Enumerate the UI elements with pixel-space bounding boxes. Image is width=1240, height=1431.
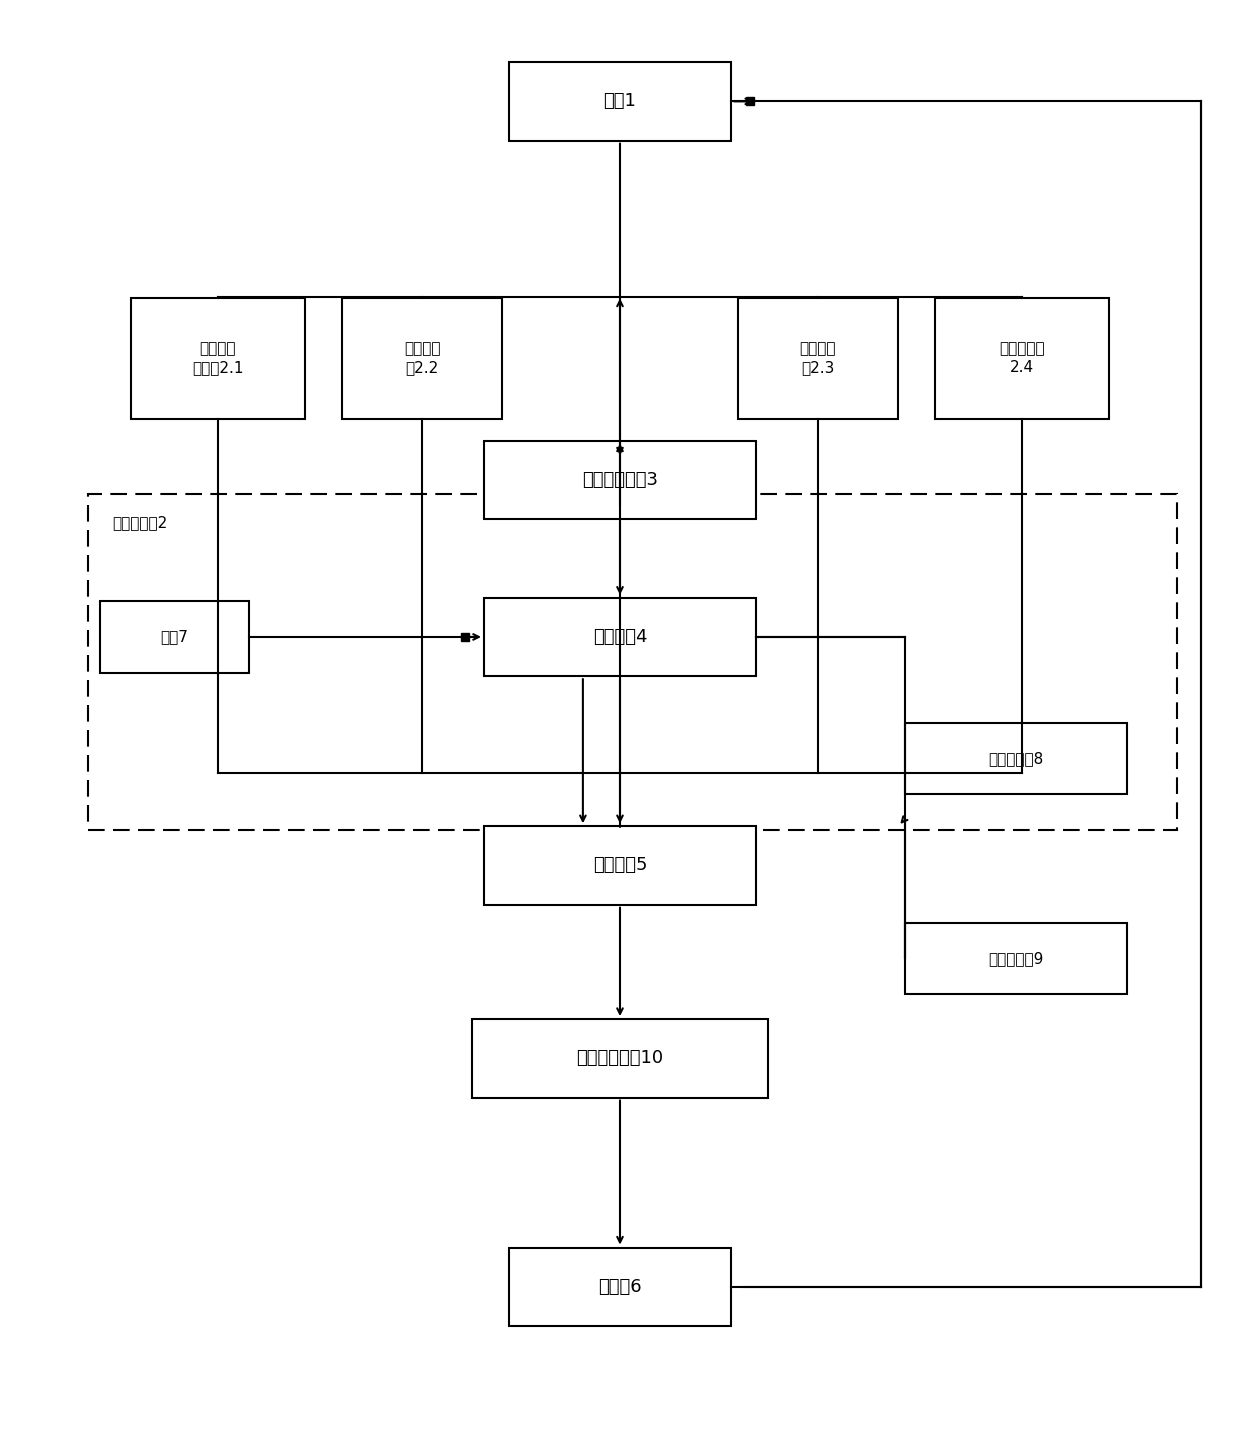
FancyBboxPatch shape [904, 723, 1127, 794]
Text: 视频控制器8: 视频控制器8 [988, 751, 1044, 766]
Text: 电源7: 电源7 [161, 630, 188, 644]
FancyBboxPatch shape [131, 298, 305, 419]
FancyBboxPatch shape [484, 598, 756, 677]
Text: 转速传感
器2.3: 转速传感 器2.3 [800, 342, 836, 375]
Text: 服务器6: 服务器6 [598, 1278, 642, 1296]
Text: 信号采集器2: 信号采集器2 [113, 515, 167, 531]
FancyBboxPatch shape [484, 441, 756, 519]
FancyBboxPatch shape [100, 601, 249, 673]
FancyBboxPatch shape [484, 826, 756, 904]
Text: 加速传感
器2.2: 加速传感 器2.2 [404, 342, 440, 375]
FancyBboxPatch shape [508, 1248, 732, 1327]
Text: 光电转换模块10: 光电转换模块10 [577, 1049, 663, 1068]
Text: 通讯模块5: 通讯模块5 [593, 857, 647, 874]
FancyBboxPatch shape [738, 298, 898, 419]
FancyBboxPatch shape [342, 298, 502, 419]
Text: 控制系统4: 控制系统4 [593, 628, 647, 645]
Text: 语音控制器9: 语音控制器9 [988, 950, 1044, 966]
FancyBboxPatch shape [471, 1019, 769, 1098]
FancyBboxPatch shape [904, 923, 1127, 995]
Text: 振动传感器
2.4: 振动传感器 2.4 [999, 342, 1045, 375]
FancyBboxPatch shape [935, 298, 1109, 419]
Text: 风机1: 风机1 [604, 93, 636, 110]
FancyBboxPatch shape [508, 62, 732, 140]
Text: 低频加速
传感器2.1: 低频加速 传感器2.1 [192, 342, 243, 375]
Text: 信号处理模块3: 信号处理模块3 [582, 471, 658, 489]
